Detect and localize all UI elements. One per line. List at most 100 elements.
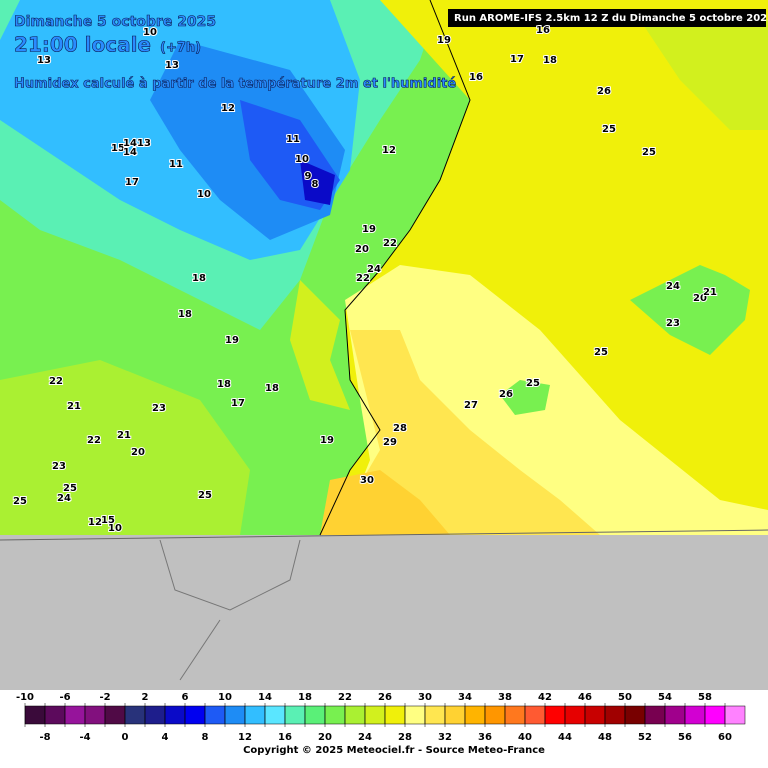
contour-label: 17 (125, 177, 139, 188)
legend-tick-label: 20 (318, 732, 332, 743)
contour-label: 19 (225, 335, 239, 346)
legend-tick-label: 14 (258, 692, 272, 703)
contour-label: 18 (543, 55, 557, 66)
legend-tick-label: -2 (99, 692, 110, 703)
contour-label: 9 (305, 171, 312, 182)
contour-label: 19 (320, 435, 334, 446)
legend-swatch (284, 705, 306, 725)
contour-label: 10 (197, 189, 211, 200)
contour-label: 27 (464, 400, 478, 411)
legend-swatch (204, 705, 226, 725)
legend-tick-label: 54 (658, 692, 672, 703)
contour-label: 15 (111, 143, 125, 154)
contour-label: 19 (362, 224, 376, 235)
legend-tick-label: 34 (458, 692, 472, 703)
copyright: Copyright © 2025 Meteociel.fr - Source M… (243, 745, 545, 756)
legend-swatch (704, 705, 726, 725)
legend-swatch (424, 705, 446, 725)
legend-swatch (264, 705, 286, 725)
contour-label: 25 (594, 347, 608, 358)
legend-swatch (84, 705, 106, 725)
contour-label: 12 (88, 517, 102, 528)
legend-swatch (604, 705, 626, 725)
contour-label: 25 (602, 124, 616, 135)
legend-swatch (244, 705, 266, 725)
contour-label: 20 (131, 447, 145, 458)
legend-swatch (104, 705, 126, 725)
contour-label: 18 (265, 383, 279, 394)
legend-swatch (664, 705, 686, 725)
contour-label: 16 (469, 72, 483, 83)
contour-label: 30 (360, 475, 374, 486)
contour-label: 11 (169, 159, 183, 170)
legend-tick-label: 40 (518, 732, 532, 743)
legend-swatch (724, 705, 746, 725)
legend-tick-label: 56 (678, 732, 692, 743)
legend-swatch (444, 705, 466, 725)
legend-swatch (404, 705, 426, 725)
contour-label: 19 (437, 35, 451, 46)
legend-tick-label: 38 (498, 692, 512, 703)
legend-swatch (184, 705, 206, 725)
contour-label: 25 (63, 483, 77, 494)
contour-label: 13 (37, 55, 51, 66)
legend-tick-label: -6 (59, 692, 70, 703)
contour-label: 22 (356, 273, 370, 284)
legend-swatch (624, 705, 646, 725)
contour-label: 13 (137, 138, 151, 149)
contour-label: 25 (13, 496, 27, 507)
legend-tick-label: 36 (478, 732, 492, 743)
legend-tick-label: 26 (378, 692, 392, 703)
contour-label: 22 (383, 238, 397, 249)
contour-label: 25 (642, 147, 656, 158)
legend-tick-label: -8 (39, 732, 50, 743)
run-info: Run AROME-IFS 2.5km 12 Z du Dimanche 5 o… (454, 13, 768, 24)
contour-label: 16 (536, 25, 550, 36)
contour-label: 22 (87, 435, 101, 446)
contour-label: 10 (108, 523, 122, 534)
legend-tick-label: 4 (162, 732, 169, 743)
legend-tick-label: 32 (438, 732, 452, 743)
legend-tick-label: 2 (142, 692, 149, 703)
legend-swatch (144, 705, 166, 725)
contour-label: 20 (355, 244, 369, 255)
legend-swatch (304, 705, 326, 725)
field (0, 0, 768, 681)
contour-label: 14 (123, 147, 137, 158)
date-title: Dimanche 5 octobre 2025 (14, 14, 216, 30)
legend-tick-label: 8 (202, 732, 209, 743)
contour-label: 14 (123, 138, 137, 149)
legend-tick-label: 10 (218, 692, 232, 703)
contour-label: 26 (597, 86, 611, 97)
contour-label: 29 (383, 437, 397, 448)
legend-swatch (164, 705, 186, 725)
legend-tick-label: 50 (618, 692, 632, 703)
time-offset: (+7h) (160, 41, 201, 56)
description: Humidex calculé à partir de la températu… (14, 77, 456, 92)
contour-label: 11 (286, 134, 300, 145)
contour-label: 24 (367, 264, 381, 275)
legend-swatch (344, 705, 366, 725)
contour-label: 23 (152, 403, 166, 414)
legend-tick-label: 44 (558, 732, 572, 743)
legend-tick-label: -4 (79, 732, 90, 743)
contour-label: 23 (666, 318, 680, 329)
contour-label: 24 (57, 493, 71, 504)
legend-swatch (64, 705, 86, 725)
contour-label: 24 (666, 281, 680, 292)
contour-label: 17 (510, 54, 524, 65)
contour-label: 28 (393, 423, 407, 434)
legend-tick-label: 28 (398, 732, 412, 743)
run-banner (448, 9, 766, 27)
contour-label: 20 (693, 293, 707, 304)
contour-label: 10 (143, 27, 157, 38)
contour-label: 13 (165, 60, 179, 71)
legend-tick-label: 6 (182, 692, 189, 703)
legend-swatch (584, 705, 606, 725)
legend-swatch (124, 705, 146, 725)
legend-swatch (24, 705, 46, 725)
legend-tick-label: 24 (358, 732, 372, 743)
contour-label: 21 (67, 401, 81, 412)
legend-tick-label: 42 (538, 692, 552, 703)
